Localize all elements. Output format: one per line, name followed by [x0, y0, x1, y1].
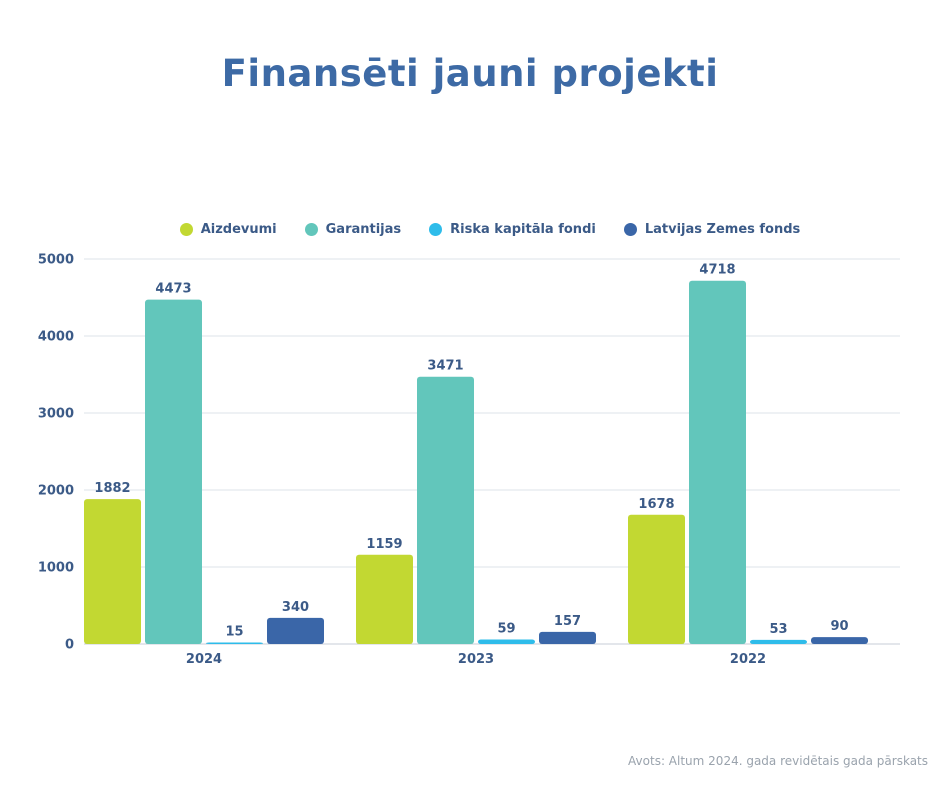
- y-tick-label: 5000: [38, 253, 74, 268]
- y-tick-label: 3000: [38, 407, 74, 422]
- bar[interactable]: [539, 631, 596, 644]
- legend-swatch: [304, 223, 318, 236]
- data-label: 1678: [638, 497, 674, 512]
- chart-legend: Aizdevumi Garantijas Riska kapitāla fondi L…: [0, 222, 940, 237]
- legend-swatch: [179, 223, 193, 236]
- legend-item[interactable]: Latvijas Zemes fonds: [623, 222, 801, 237]
- data-label: 157: [554, 614, 581, 629]
- data-label: 90: [830, 619, 848, 634]
- bar[interactable]: [628, 514, 685, 644]
- data-label: 1159: [366, 537, 402, 552]
- bar[interactable]: [267, 617, 324, 644]
- data-label: 340: [282, 600, 309, 615]
- x-tick-label: 2023: [458, 652, 494, 667]
- y-tick-label: 4000: [38, 330, 74, 345]
- data-label: 15: [225, 625, 243, 640]
- y-tick-label: 2000: [38, 484, 74, 499]
- chart-title: Finansēti jauni projekti: [221, 52, 719, 95]
- bar[interactable]: [84, 499, 141, 644]
- bar[interactable]: [811, 637, 868, 644]
- y-tick-label: 1000: [38, 561, 74, 576]
- legend-swatch: [623, 223, 637, 236]
- x-tick-label: 2022: [730, 652, 766, 667]
- legend-swatch: [429, 223, 443, 236]
- bar[interactable]: [417, 376, 474, 644]
- x-tick-label: 2024: [186, 652, 222, 667]
- bar[interactable]: [356, 554, 413, 644]
- source-note: Avots: Altum 2024. gada revidētais gada …: [628, 754, 928, 768]
- bar[interactable]: [206, 642, 263, 645]
- legend-label: Aizdevumi: [200, 222, 277, 237]
- legend-label: Garantijas: [325, 222, 402, 237]
- legend-label: Riska kapitāla fondi: [450, 222, 596, 237]
- data-label: 59: [497, 621, 515, 636]
- bar[interactable]: [689, 280, 746, 644]
- data-label: 4473: [155, 282, 191, 297]
- bar[interactable]: [145, 299, 202, 644]
- data-label: 1882: [94, 481, 130, 496]
- legend-label: Latvijas Zemes fonds: [644, 222, 801, 237]
- y-tick-label: 0: [65, 638, 74, 653]
- legend-item[interactable]: Garantijas: [304, 222, 402, 237]
- bar[interactable]: [750, 639, 807, 644]
- data-label: 4718: [699, 263, 735, 278]
- data-label: 3471: [427, 359, 463, 374]
- data-label: 53: [769, 622, 787, 637]
- bar[interactable]: [478, 639, 535, 644]
- legend-item[interactable]: Aizdevumi: [179, 222, 277, 237]
- legend-item[interactable]: Riska kapitāla fondi: [429, 222, 596, 237]
